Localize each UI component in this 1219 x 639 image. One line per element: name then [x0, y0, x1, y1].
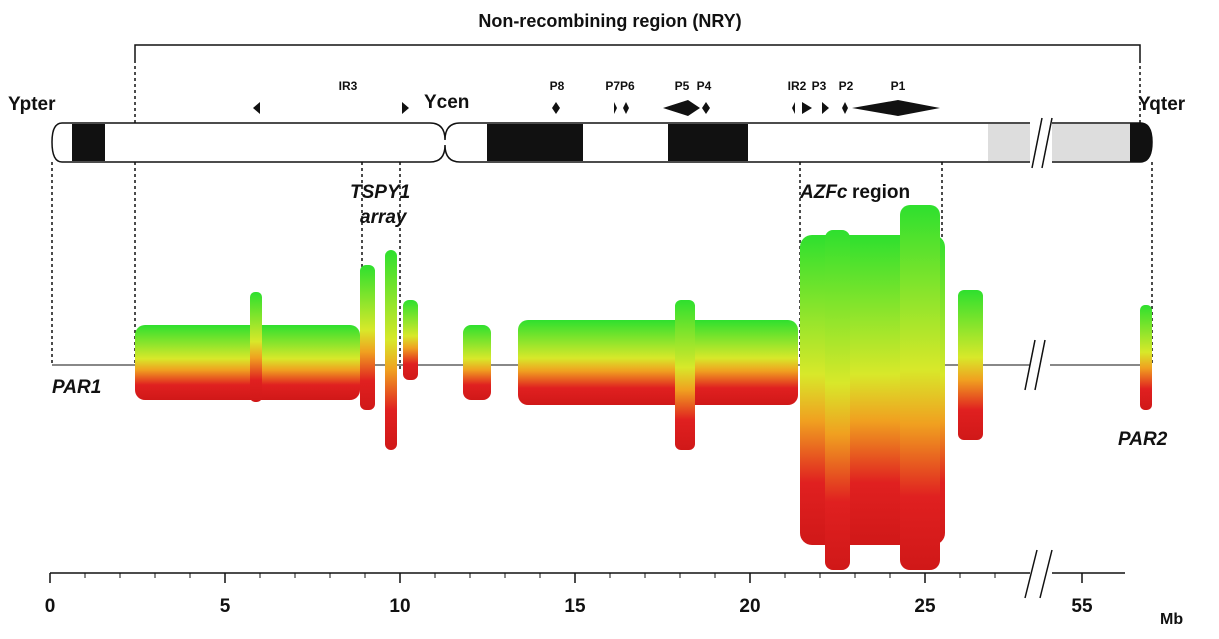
region-label: AZFc	[799, 182, 848, 203]
x-tick-label: 25	[914, 596, 936, 617]
nry-bracket	[134, 44, 1141, 365]
centromere-label: Ycen	[424, 92, 469, 113]
x-axis	[50, 549, 1125, 599]
x-tick-label: 55	[1071, 596, 1093, 617]
region-label: PAR1	[52, 377, 101, 398]
axis-unit: Mb	[1160, 611, 1183, 628]
x-tick-label: 20	[739, 596, 760, 617]
chromosome-end-label: Ypter	[8, 94, 56, 115]
chromosome	[51, 100, 1153, 169]
x-tick-label: 5	[220, 596, 231, 617]
feature-label: IR2	[788, 79, 807, 93]
feature-label: IR3	[339, 79, 358, 93]
region-label: TSPY1	[350, 182, 410, 203]
feature-label: P7P6	[605, 79, 635, 93]
title: Non-recombining region (NRY)	[478, 11, 741, 31]
x-tick-label: 10	[389, 596, 410, 617]
copy-number-cloud	[135, 205, 1152, 570]
feature-label: P8	[550, 79, 565, 93]
feature-label: P5	[675, 79, 690, 93]
x-tick-label: 0	[45, 596, 56, 617]
feature-label: P1	[891, 79, 906, 93]
chromosome-end-label: Yqter	[1138, 94, 1186, 115]
feature-label: P3	[812, 79, 827, 93]
x-tick-label: 15	[564, 596, 586, 617]
feature-label: P2	[839, 79, 854, 93]
feature-label: P4	[697, 79, 712, 93]
region-label: region	[852, 182, 910, 203]
region-label: PAR2	[1118, 429, 1168, 450]
region-label: array	[360, 207, 408, 228]
